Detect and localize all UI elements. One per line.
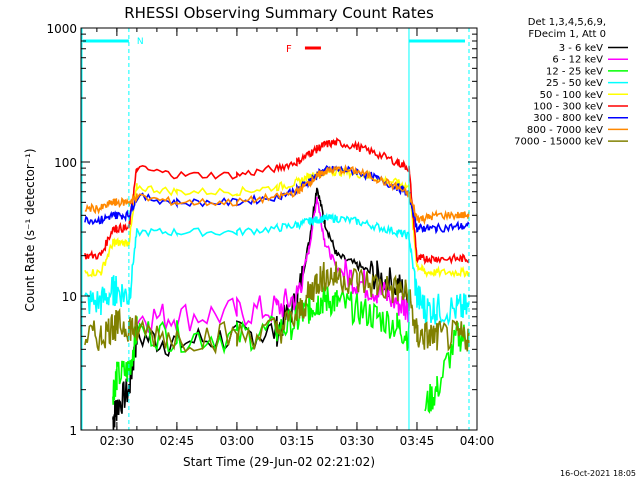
x-tick-label: 03:00 bbox=[220, 434, 255, 448]
legend: Det 1,3,4,5,6,9,FDecim 1, Att 0 3 - 6 keV… bbox=[514, 17, 628, 148]
x-tick-label: 03:45 bbox=[400, 434, 435, 448]
series-100-300-keV-line bbox=[84, 137, 470, 266]
chart-title: RHESSI Observing Summary Count Rates bbox=[124, 4, 434, 22]
y-axis-label: Count Rate (s⁻¹ detector⁻¹) bbox=[23, 148, 37, 311]
axes: 02:30 02:45 03:00 03:15 03:30 03:45 04:00 1 10 10… bbox=[46, 22, 494, 448]
timestamp: 16-Oct-2021 18:05 bbox=[560, 469, 636, 478]
x-tick-label: 03:30 bbox=[340, 434, 375, 448]
night-flag-label: N bbox=[137, 37, 144, 47]
x-tick-label: 03:15 bbox=[280, 434, 315, 448]
plot-area: NF bbox=[81, 28, 470, 430]
series-800-7000-keV-line bbox=[84, 164, 470, 226]
legend-header: FDecim 1, Att 0 bbox=[528, 29, 606, 40]
series-12-25-keV-line bbox=[112, 284, 470, 414]
x-tick-label: 02:30 bbox=[100, 434, 135, 448]
x-tick-label: 04:00 bbox=[460, 434, 495, 448]
legend-label: 800 - 7000 keV bbox=[527, 125, 603, 136]
y-tick-label: 10 bbox=[62, 290, 77, 304]
legend-label: 6 - 12 keV bbox=[552, 55, 603, 66]
legend-label: 12 - 25 keV bbox=[546, 66, 603, 77]
y-tick-label: 100 bbox=[54, 156, 77, 170]
plot-frame bbox=[80, 27, 478, 431]
legend-label: 25 - 50 keV bbox=[546, 78, 603, 89]
series-25-50-keV-line bbox=[84, 212, 470, 327]
legend-label: 7000 - 15000 keV bbox=[514, 137, 603, 148]
legend-header: Det 1,3,4,5,6,9, bbox=[528, 17, 606, 28]
y-tick-label: 1000 bbox=[46, 22, 77, 36]
legend-label: 100 - 300 keV bbox=[533, 102, 603, 113]
series-6-12-keV-line bbox=[136, 196, 410, 334]
y-tick-label: 1 bbox=[69, 424, 77, 438]
x-tick-label: 02:45 bbox=[160, 434, 195, 448]
legend-label: 300 - 800 keV bbox=[533, 113, 603, 124]
series-7000-15000-keV-line bbox=[84, 261, 470, 355]
flare-flag-label: F bbox=[286, 44, 292, 55]
x-axis-label: Start Time (29-Jun-02 02:21:02) bbox=[183, 455, 375, 469]
legend-label: 50 - 100 keV bbox=[540, 90, 604, 101]
legend-label: 3 - 6 keV bbox=[559, 43, 603, 54]
